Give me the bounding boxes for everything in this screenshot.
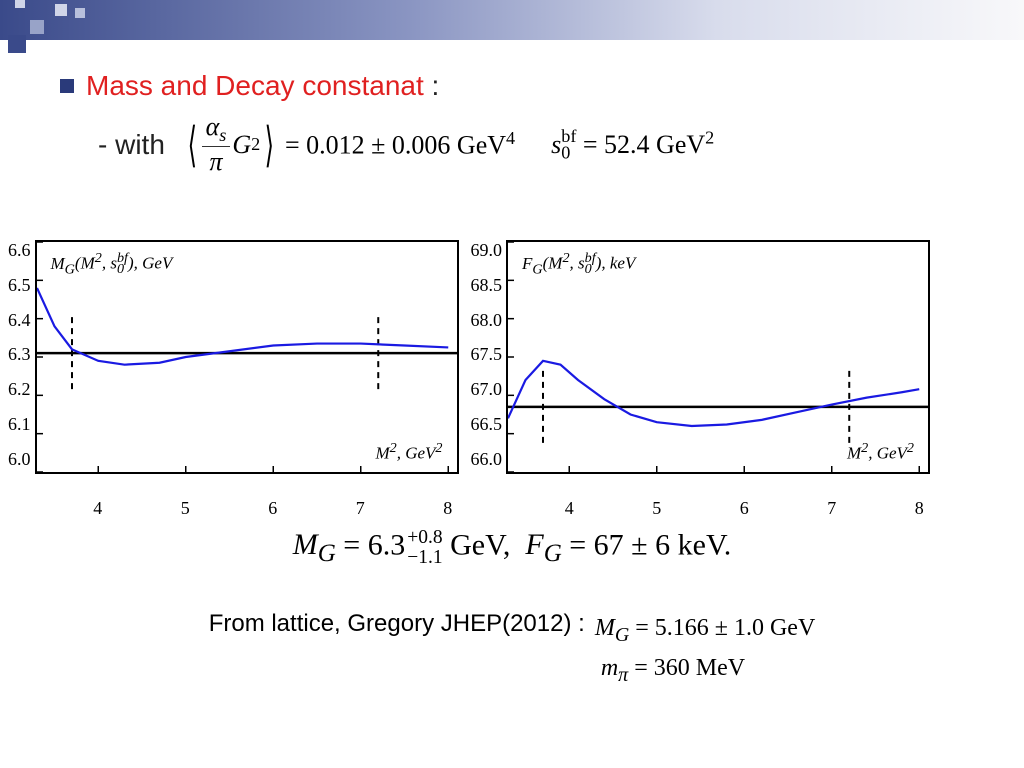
ytick-label: 6.5 xyxy=(8,275,31,296)
chart-right-svg xyxy=(508,242,928,472)
xtick-label: 4 xyxy=(93,498,102,519)
xtick-label: 5 xyxy=(181,498,190,519)
chart-right-plot: FG(M2, s0bf), keV M2, GeV2 45678 xyxy=(506,240,930,474)
chart-left-wrap: 6.6 6.5 6.4 6.3 6.2 6.1 6.0 MG(M2, s0bf), GeV … xyxy=(8,240,459,474)
ytick-label: 6.3 xyxy=(8,344,31,365)
decor-square xyxy=(15,0,25,8)
ytick-label: 6.4 xyxy=(8,310,31,331)
ytick-label: 6.2 xyxy=(8,379,31,400)
lattice-formula: MG = 5.166 ± 1.0 GeV mπ = 360 MeV xyxy=(595,610,815,690)
xtick-label: 6 xyxy=(268,498,277,519)
lattice-line: From lattice, Gregory JHEP(2012) : MG = … xyxy=(0,610,1024,690)
bullet-square-icon xyxy=(60,79,74,93)
xtick-label: 7 xyxy=(356,498,365,519)
with-prefix: - with xyxy=(98,129,165,161)
ytick-label: 6.0 xyxy=(8,449,31,470)
title-suffix: : xyxy=(424,70,440,101)
ytick-label: 69.0 xyxy=(471,240,503,261)
decor-square xyxy=(55,4,67,16)
chart-left-yticks: 6.6 6.5 6.4 6.3 6.2 6.1 6.0 xyxy=(8,240,35,470)
decor-square xyxy=(8,35,26,53)
xtick-label: 4 xyxy=(565,498,574,519)
ytick-label: 68.5 xyxy=(471,275,503,296)
condensate-formula: ⟨ αs π G2 ⟩ = 0.012 ± 0.006 GeV4 s0bf = … xyxy=(183,112,714,177)
content-area: Mass and Decay constanat : - with ⟨ αs π… xyxy=(60,70,994,177)
bullet-title-line: Mass and Decay constanat : xyxy=(60,70,994,102)
ytick-label: 68.0 xyxy=(471,310,503,331)
xtick-label: 7 xyxy=(827,498,836,519)
chart-right-wrap: 69.0 68.5 68.0 67.5 67.0 66.5 66.0 FG(M2, s0bf… xyxy=(471,240,931,474)
title-red: Mass and Decay constanat xyxy=(86,70,424,101)
xtick-label: 8 xyxy=(443,498,452,519)
header-gradient xyxy=(0,0,1024,40)
decor-square xyxy=(75,8,85,18)
ytick-label: 6.1 xyxy=(8,414,31,435)
xtick-label: 5 xyxy=(652,498,661,519)
ytick-label: 66.0 xyxy=(471,449,503,470)
decor-square xyxy=(30,20,44,34)
chart-left-plot: MG(M2, s0bf), GeV M2, GeV2 45678 xyxy=(35,240,459,474)
ytick-label: 67.0 xyxy=(471,379,503,400)
ytick-label: 6.6 xyxy=(8,240,31,261)
chart-left-svg xyxy=(37,242,457,472)
lattice-label: From lattice, Gregory JHEP(2012) : xyxy=(209,610,585,638)
ytick-label: 67.5 xyxy=(471,344,503,365)
xtick-label: 8 xyxy=(915,498,924,519)
ytick-label: 66.5 xyxy=(471,414,503,435)
xtick-label: 6 xyxy=(740,498,749,519)
with-line: - with ⟨ αs π G2 ⟩ = 0.012 ± 0.006 GeV4 … xyxy=(98,112,994,177)
result-formula: MG = 6.3+0.8−1.1 GeV, FG = 67 ± 6 keV. xyxy=(0,528,1024,568)
charts-row: 6.6 6.5 6.4 6.3 6.2 6.1 6.0 MG(M2, s0bf), GeV … xyxy=(0,240,938,474)
chart-right-yticks: 69.0 68.5 68.0 67.5 67.0 66.5 66.0 xyxy=(471,240,507,470)
